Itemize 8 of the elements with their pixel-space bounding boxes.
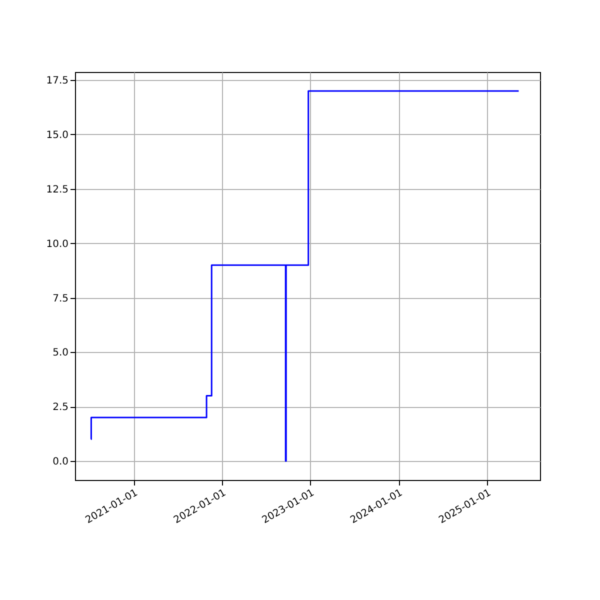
y-tick-label: 17.5: [46, 76, 68, 87]
y-tick-label: 12.5: [46, 184, 68, 196]
y-tick-label: 5.0: [52, 348, 68, 359]
y-tick-label: 10.0: [46, 238, 68, 250]
y-tick-label: 7.5: [52, 293, 68, 304]
y-tick-label: 0.0: [52, 456, 68, 468]
y-tick-label: 2.5: [52, 402, 68, 414]
y-tick-label: 15.0: [46, 130, 68, 141]
